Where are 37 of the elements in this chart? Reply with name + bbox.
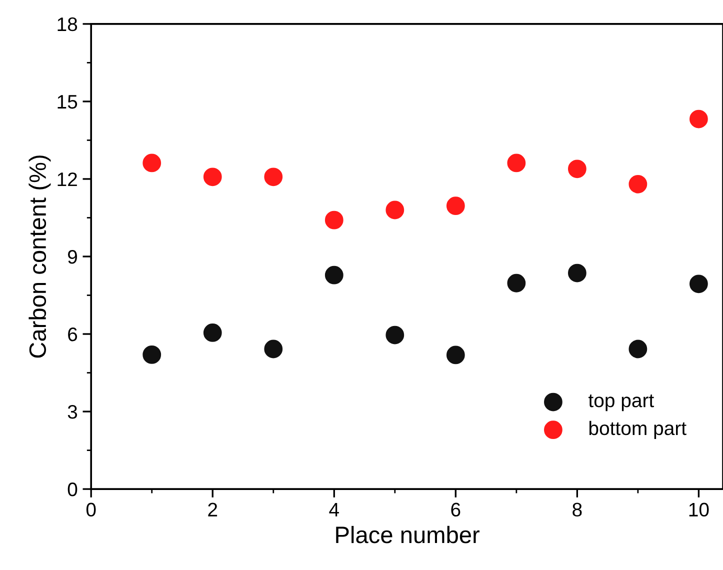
point: [142, 154, 162, 172]
point: [386, 200, 404, 220]
point: [689, 110, 708, 128]
x-axis-title: Place number: [336, 526, 480, 544]
point: [142, 345, 162, 364]
point: [203, 324, 222, 342]
y-tick-label: 0: [68, 482, 78, 496]
y-tick-label: 12: [58, 172, 77, 186]
point: [264, 340, 283, 358]
y-tick-label: 18: [58, 17, 78, 32]
point: [568, 264, 586, 282]
x-tick-label: 4: [329, 502, 339, 516]
point: [324, 210, 344, 230]
y-tick-label: 9: [68, 250, 77, 264]
y-tick-label: 3: [68, 405, 78, 419]
point: [324, 266, 344, 284]
point: [446, 196, 465, 216]
x-tick-label: 10: [689, 502, 709, 517]
y-tick-label: 15: [58, 95, 78, 109]
point: [446, 346, 465, 364]
x-tick-label: 8: [572, 502, 582, 517]
x-tick-label: 2: [208, 502, 218, 516]
point: [203, 168, 222, 186]
point: [568, 160, 586, 178]
point: [689, 274, 708, 294]
point: [507, 274, 526, 292]
y-tick-label: 6: [68, 327, 78, 342]
x-tick-label: 0: [86, 502, 96, 517]
point: [264, 168, 283, 186]
point: [386, 326, 404, 344]
point: [628, 340, 648, 358]
point: [507, 154, 526, 172]
point: [628, 174, 648, 194]
y-axis-title: Carbon content (%): [28, 156, 51, 358]
x-tick-label: 6: [451, 502, 460, 517]
legend-label: bottom part: [589, 420, 686, 439]
legend-label: top part: [588, 394, 654, 412]
